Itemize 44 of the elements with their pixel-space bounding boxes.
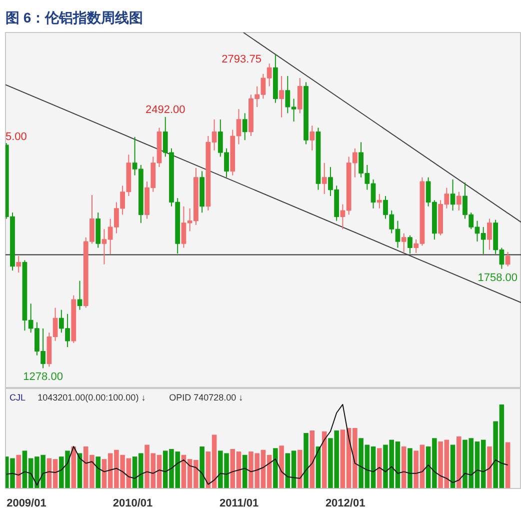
annotation: 2793.75 bbox=[222, 53, 262, 66]
candlestick bbox=[279, 75, 284, 118]
candlestick bbox=[505, 251, 510, 267]
candlestick bbox=[77, 280, 82, 310]
bar bbox=[279, 446, 284, 488]
text: CJL bbox=[10, 392, 26, 402]
candlestick bbox=[401, 232, 406, 252]
annotation: 2492.00 bbox=[145, 104, 186, 116]
candlestick bbox=[456, 191, 462, 211]
bar bbox=[322, 431, 327, 488]
candlestick bbox=[487, 218, 492, 250]
x-tick-label: 2012/01 bbox=[325, 498, 366, 510]
bar bbox=[200, 446, 204, 488]
bar bbox=[408, 448, 412, 488]
x-tick-label: 2009/01 bbox=[6, 498, 46, 510]
bar bbox=[16, 454, 21, 488]
bar bbox=[96, 456, 100, 488]
candlestick bbox=[16, 256, 22, 274]
text: 1043201.00(0.00:100.00) ↓ bbox=[38, 392, 146, 402]
text: OPID 740728.00 ↓ bbox=[169, 392, 244, 402]
annotation: 5.00 bbox=[6, 131, 27, 144]
bar bbox=[304, 433, 308, 488]
candlestick bbox=[310, 125, 315, 151]
bar bbox=[450, 444, 456, 488]
bar bbox=[401, 446, 406, 488]
x-tick-label: 2010/01 bbox=[112, 498, 153, 510]
candlestick bbox=[322, 162, 327, 194]
bar bbox=[242, 454, 248, 488]
x-tick-label: 2011/01 bbox=[219, 498, 259, 510]
bar bbox=[273, 448, 278, 488]
annotation: 1278.00 bbox=[23, 371, 63, 384]
candlestick bbox=[297, 78, 302, 114]
candlestick bbox=[242, 112, 248, 141]
candlestick bbox=[408, 234, 412, 254]
chart-title: 图 6：伦铝指数周线图 bbox=[6, 10, 144, 26]
bar bbox=[505, 442, 510, 488]
candlestick bbox=[376, 193, 382, 209]
bar bbox=[298, 450, 302, 488]
candlestick bbox=[450, 178, 456, 211]
annotation: 1758.00 bbox=[478, 272, 518, 284]
bar bbox=[487, 446, 492, 488]
bar bbox=[377, 448, 382, 488]
bar bbox=[456, 436, 462, 488]
bar bbox=[310, 430, 315, 488]
